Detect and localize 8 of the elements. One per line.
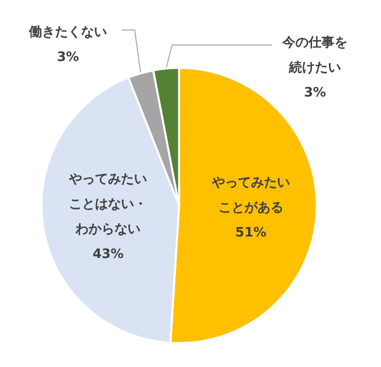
- slice-label: やってみたいことはない・わからない: [68, 172, 148, 237]
- slice-label: 働きたくない: [28, 25, 107, 40]
- data-label: 3%: [304, 86, 326, 100]
- data-label: 3%: [56, 50, 80, 65]
- data-label: 43%: [92, 246, 124, 262]
- slice-label: やってみたいことがある: [210, 175, 290, 216]
- data-label: 51%: [235, 225, 266, 240]
- slice-label: 今の仕事を続けたい: [282, 36, 348, 76]
